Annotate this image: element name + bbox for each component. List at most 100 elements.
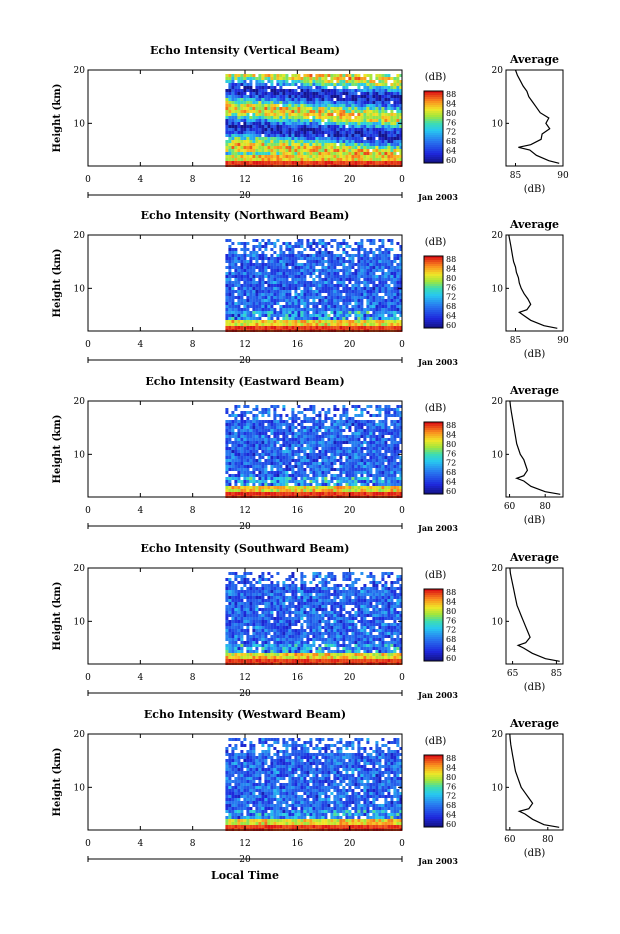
- heatmap-cell: [336, 119, 339, 122]
- heatmap-cell: [378, 456, 381, 459]
- heatmap-cell: [327, 278, 330, 281]
- heatmap-cell: [261, 435, 264, 438]
- heatmap-cell: [375, 266, 378, 269]
- heatmap-cell: [243, 320, 246, 323]
- heatmap-cell: [342, 305, 345, 308]
- heatmap-cell: [345, 110, 348, 113]
- heatmap-cell: [354, 326, 357, 329]
- heatmap-cell: [264, 435, 267, 438]
- heatmap-cell: [261, 263, 264, 266]
- heatmap-cell: [348, 477, 351, 480]
- heatmap-cell: [348, 281, 351, 284]
- heatmap-cell: [261, 125, 264, 128]
- heatmap-cell: [363, 284, 366, 287]
- heatmap-cell: [342, 146, 345, 149]
- heatmap-cell: [303, 110, 306, 113]
- heatmap-cell: [297, 116, 300, 119]
- heatmap-cell: [303, 134, 306, 137]
- heatmap-cell: [342, 116, 345, 119]
- heatmap-cell: [297, 417, 300, 420]
- heatmap-cell: [225, 480, 228, 483]
- heatmap-cell: [351, 140, 354, 143]
- heatmap-cell: [312, 447, 315, 450]
- heatmap-cell: [300, 113, 303, 116]
- heatmap-cell: [384, 429, 387, 432]
- heatmap-cell: [348, 314, 351, 317]
- heatmap-cell: [384, 299, 387, 302]
- heatmap-cell: [330, 89, 333, 92]
- heatmap-cell: [333, 450, 336, 453]
- heatmap-cell: [336, 480, 339, 483]
- heatmap-cell: [255, 107, 258, 110]
- heatmap-cell: [345, 435, 348, 438]
- heatmap-cell: [261, 311, 264, 314]
- heatmap-cell: [237, 438, 240, 441]
- heatmap-cell: [336, 158, 339, 161]
- heatmap-cell: [282, 266, 285, 269]
- heatmap-cell: [267, 155, 270, 158]
- heatmap-cell: [258, 420, 261, 423]
- heatmap-cell: [378, 134, 381, 137]
- heatmap-cell: [378, 423, 381, 426]
- heatmap-cell: [306, 287, 309, 290]
- heatmap-cell: [306, 326, 309, 329]
- heatmap-cell: [306, 113, 309, 116]
- heatmap-cell: [393, 113, 396, 116]
- heatmap-cell: [228, 134, 231, 137]
- heatmap-cell: [384, 80, 387, 83]
- heatmap-cell: [264, 140, 267, 143]
- heatmap-cell: [363, 80, 366, 83]
- heatmap-cell: [288, 143, 291, 146]
- heatmap-cell: [315, 302, 318, 305]
- heatmap-cell: [342, 269, 345, 272]
- heatmap-cell: [396, 110, 399, 113]
- heatmap-cell: [387, 158, 390, 161]
- heatmap-cell: [285, 474, 288, 477]
- heatmap-cell: [246, 447, 249, 450]
- heatmap-cell: [303, 266, 306, 269]
- heatmap-cell: [309, 456, 312, 459]
- heatmap-cell: [270, 423, 273, 426]
- heatmap-cell: [342, 296, 345, 299]
- heatmap-cell: [333, 462, 336, 465]
- heatmap-cell: [267, 125, 270, 128]
- heatmap-cell: [357, 128, 360, 131]
- heatmap-cell: [273, 125, 276, 128]
- heatmap-cell: [312, 89, 315, 92]
- heatmap-cell: [276, 281, 279, 284]
- heatmap-cell: [354, 302, 357, 305]
- heatmap-cell: [375, 314, 378, 317]
- heatmap-cell: [378, 152, 381, 155]
- heatmap-cell: [279, 155, 282, 158]
- heatmap-cell: [333, 414, 336, 417]
- heatmap-cell: [264, 465, 267, 468]
- heatmap-cell: [336, 489, 339, 492]
- heatmap-cell: [225, 465, 228, 468]
- heatmap-cell: [348, 92, 351, 95]
- heatmap-cell: [255, 149, 258, 152]
- heatmap-cell: [369, 453, 372, 456]
- heatmap-cell: [252, 429, 255, 432]
- heatmap-cell: [255, 119, 258, 122]
- heatmap-cell: [228, 269, 231, 272]
- heatmap-cell: [330, 432, 333, 435]
- heatmap-cell: [321, 326, 324, 329]
- heatmap-cell: [351, 311, 354, 314]
- heatmap-cell: [342, 275, 345, 278]
- heatmap-cell: [330, 317, 333, 320]
- heatmap-cell: [378, 107, 381, 110]
- heatmap-cell: [255, 438, 258, 441]
- colorbar-unit: (dB): [425, 237, 447, 248]
- heatmap-cell: [387, 317, 390, 320]
- heatmap-cell: [234, 444, 237, 447]
- heatmap-cell: [270, 149, 273, 152]
- heatmap-cell: [264, 326, 267, 329]
- heatmap-cell: [381, 152, 384, 155]
- heatmap-cell: [375, 311, 378, 314]
- heatmap-cell: [393, 420, 396, 423]
- heatmap-cell: [291, 420, 294, 423]
- heatmap-cell: [384, 95, 387, 98]
- heatmap-cell: [285, 480, 288, 483]
- heatmap-cell: [234, 468, 237, 471]
- heatmap-cell: [378, 311, 381, 314]
